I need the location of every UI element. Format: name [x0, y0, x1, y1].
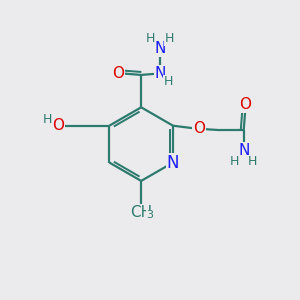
Text: H: H — [248, 155, 257, 168]
Text: 3: 3 — [146, 210, 153, 220]
Text: N: N — [154, 41, 166, 56]
Text: H: H — [146, 32, 156, 46]
Text: O: O — [52, 118, 64, 133]
Text: H: H — [43, 113, 52, 126]
Text: CH: CH — [130, 205, 152, 220]
Text: H: H — [230, 155, 240, 168]
Text: N: N — [238, 143, 249, 158]
Text: O: O — [193, 121, 205, 136]
Text: N: N — [154, 66, 166, 81]
Text: O: O — [112, 66, 124, 81]
Text: H: H — [164, 75, 173, 88]
Text: O: O — [239, 97, 251, 112]
Text: N: N — [167, 154, 179, 172]
Text: H: H — [165, 32, 174, 46]
